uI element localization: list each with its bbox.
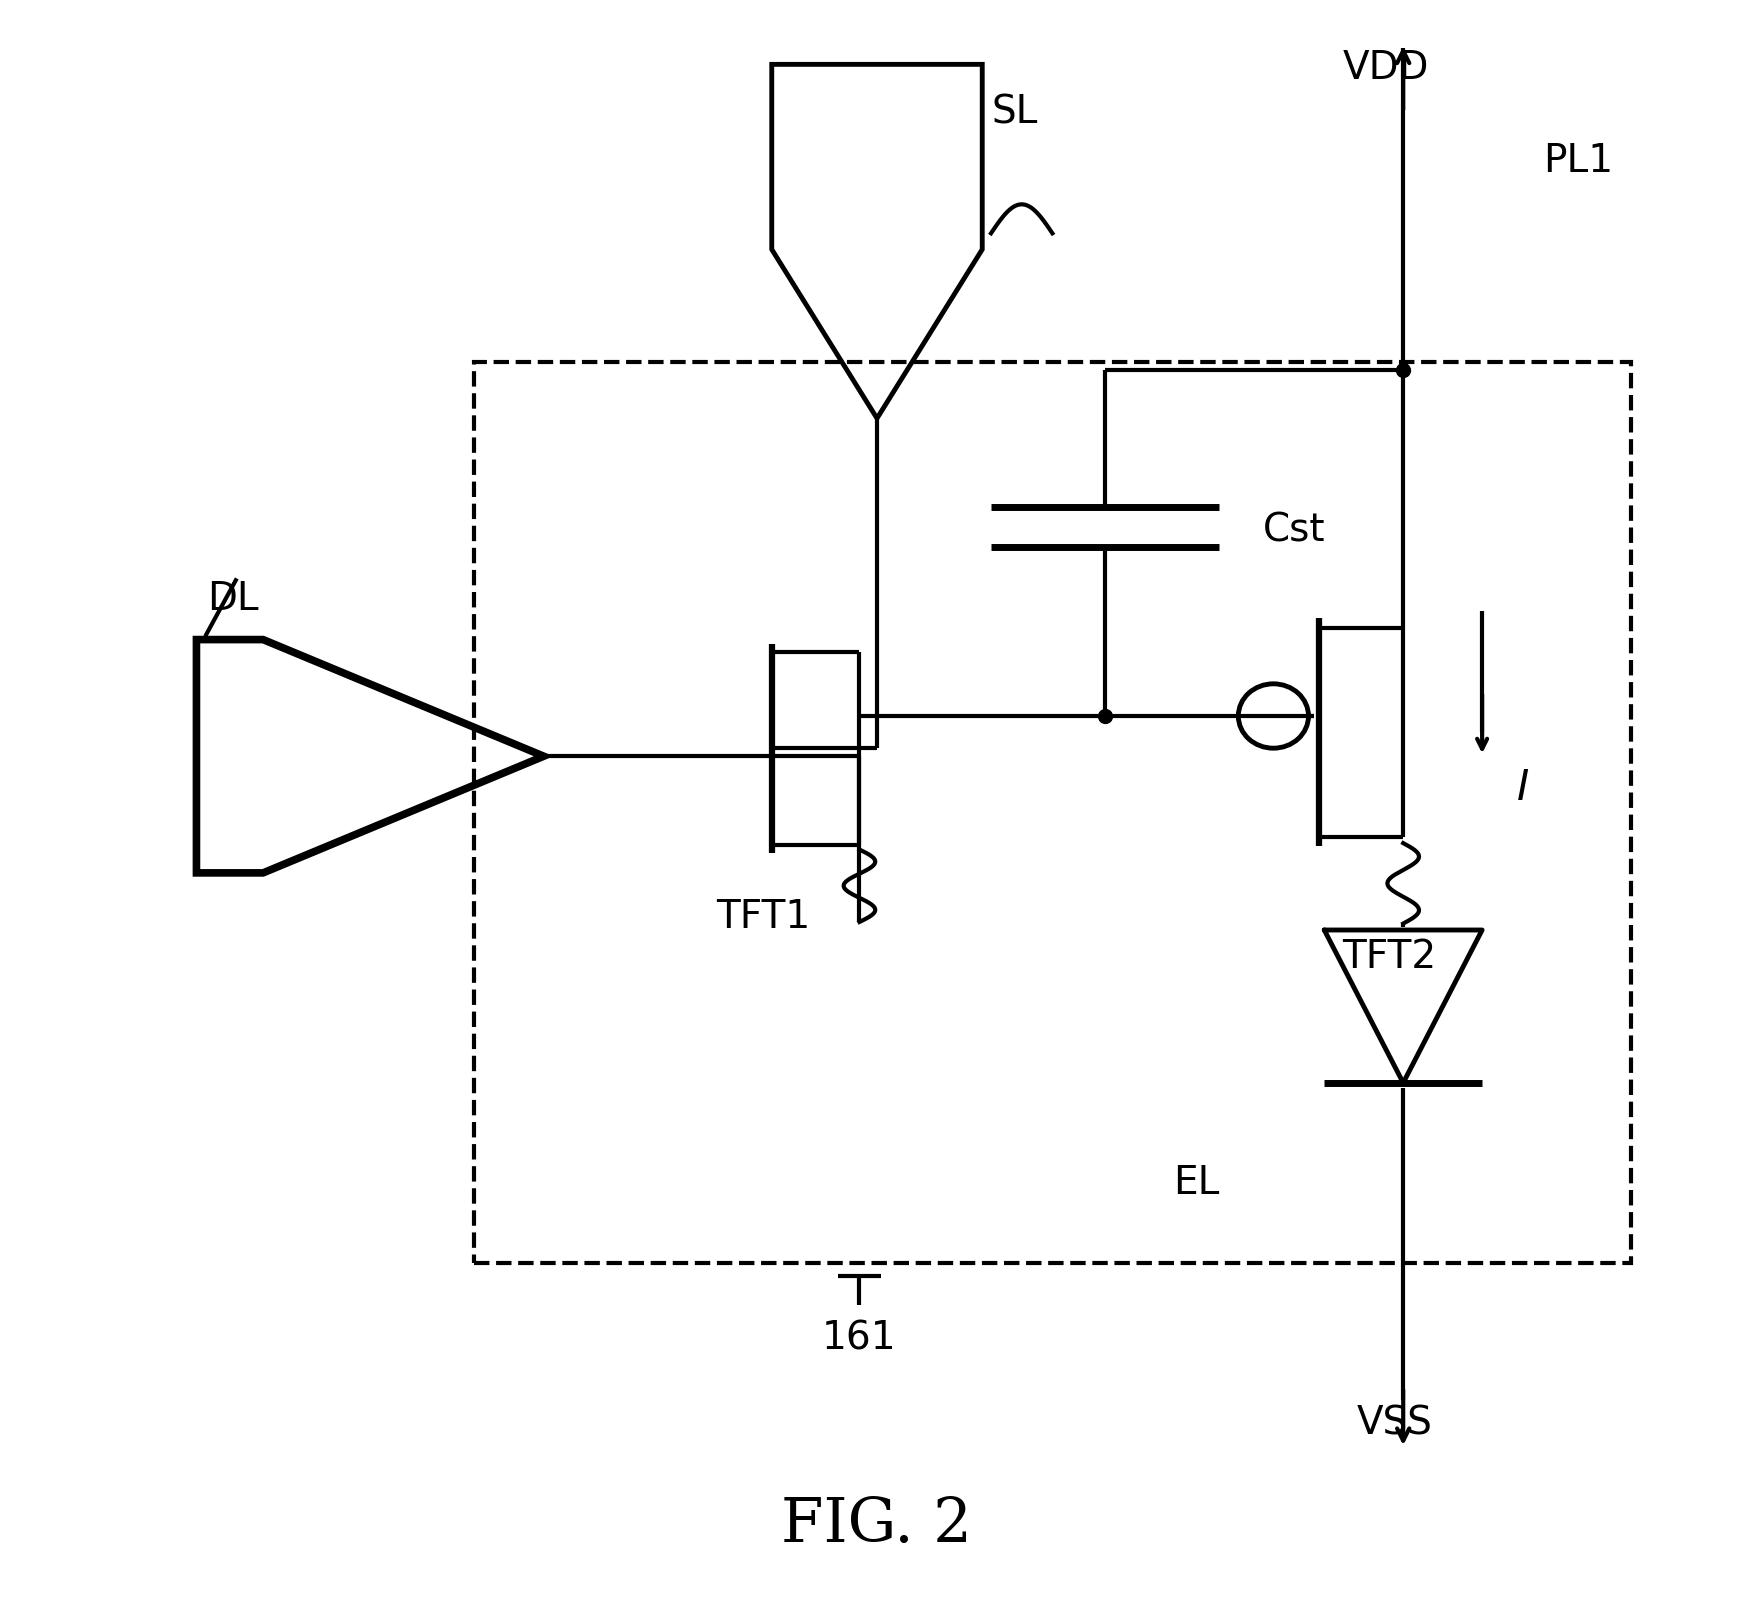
Text: EL: EL [1173, 1163, 1219, 1202]
Text: FIG. 2: FIG. 2 [782, 1495, 972, 1556]
Text: TFT2: TFT2 [1342, 938, 1437, 977]
Text: 161: 161 [823, 1319, 896, 1358]
Text: TFT1: TFT1 [716, 898, 810, 936]
Text: I: I [1517, 767, 1529, 809]
Text: Cst: Cst [1263, 512, 1326, 550]
Bar [474, 362, 1631, 1263]
Text: PL1: PL1 [1544, 142, 1614, 180]
Text: VDD: VDD [1342, 48, 1430, 87]
Text: SL: SL [991, 93, 1037, 132]
Polygon shape [1324, 930, 1482, 1083]
Text: DL: DL [207, 579, 258, 618]
Text: VSS: VSS [1356, 1405, 1433, 1443]
